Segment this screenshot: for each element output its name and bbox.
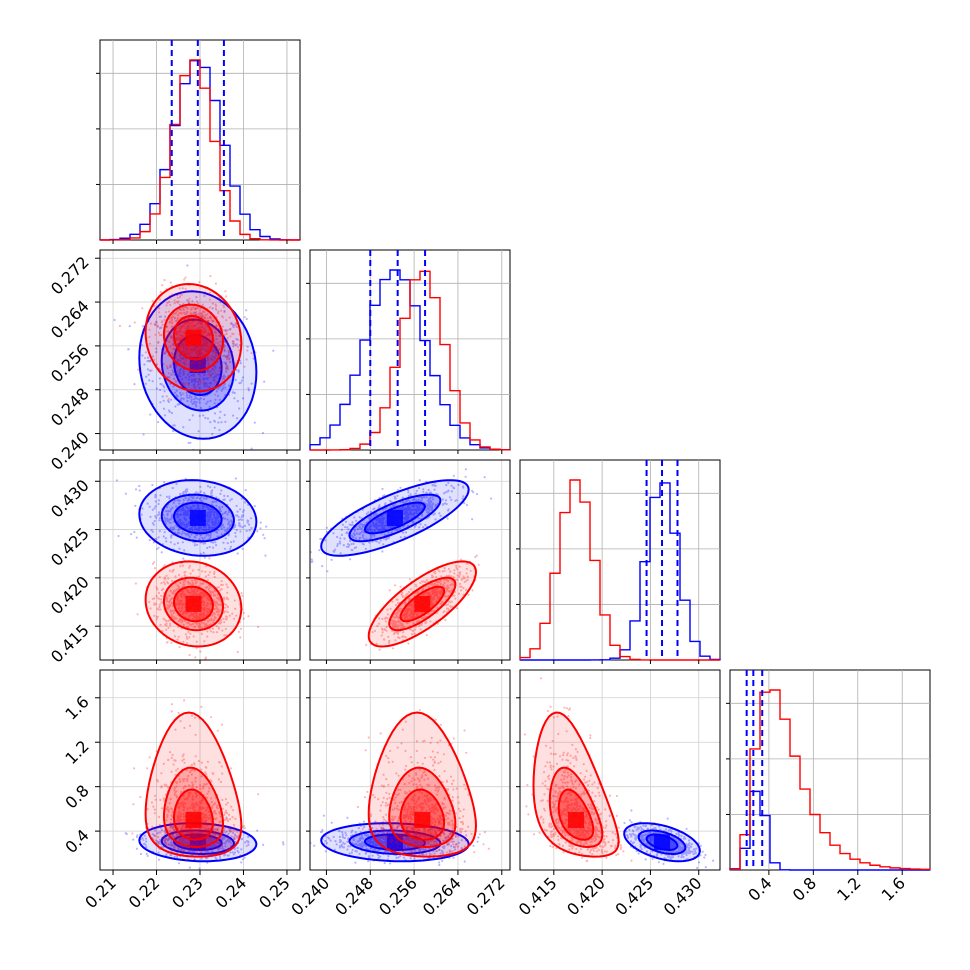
histogram-series-0 <box>520 482 721 661</box>
histogram-series-1 <box>729 689 931 871</box>
density-peak-series-1 <box>185 812 202 828</box>
contour-series-1 <box>388 766 457 849</box>
y-tick-label: 0.4 <box>61 826 92 857</box>
diag-panel-1 <box>306 249 511 451</box>
x-tick-label: 0.264 <box>419 873 465 919</box>
density-peak-series-1 <box>414 812 431 828</box>
density-peak-series-0 <box>654 834 671 851</box>
panel-frame <box>309 669 511 871</box>
x-tick-label: 1.6 <box>878 873 909 904</box>
x-tick-label: 0.425 <box>611 873 657 919</box>
diag-panel-0 <box>96 39 301 241</box>
panel-3-2 <box>519 669 721 871</box>
x-tick-label: 0.420 <box>563 873 609 919</box>
y-tick-label: 1.2 <box>61 737 92 768</box>
histogram-series-1 <box>99 59 300 241</box>
density-peak-series-1 <box>414 595 431 612</box>
panel-frame <box>519 669 721 871</box>
density-peak-series-1 <box>185 595 202 612</box>
diag-panel-3 <box>726 669 931 871</box>
y-tick-label: 0.272 <box>47 253 93 299</box>
panel-2-1 <box>309 459 511 661</box>
y-tick-label: 0.256 <box>47 340 93 386</box>
x-tick-label: 0.22 <box>125 873 164 912</box>
panel-3-0 <box>99 669 301 871</box>
density-peak-series-0 <box>189 357 206 374</box>
y-tick-label: 1.6 <box>61 692 92 723</box>
x-tick-label: 0.23 <box>168 873 207 912</box>
panel-3-1 <box>309 669 511 871</box>
panel-bg <box>520 670 720 870</box>
y-tick-label: 0.248 <box>47 384 93 430</box>
x-tick-label: 0.415 <box>515 873 561 919</box>
x-tick-label: 0.248 <box>331 873 377 919</box>
x-tick-label: 0.272 <box>463 873 509 919</box>
x-tick-label: 0.240 <box>287 873 333 919</box>
y-tick-label: 0.415 <box>47 621 93 667</box>
y-tick-label: 0.425 <box>47 524 93 570</box>
x-tick-label: 1.2 <box>833 873 864 904</box>
x-tick-label: 0.4 <box>744 873 775 904</box>
density-peak-series-1 <box>568 812 585 828</box>
y-tick-label: 0.8 <box>61 781 92 812</box>
density-peak-series-1 <box>185 329 202 346</box>
x-tick-label: 0.8 <box>789 873 820 904</box>
contour-series-1 <box>367 711 478 858</box>
y-tick-label: 0.420 <box>47 572 93 618</box>
y-tick-label: 0.430 <box>47 476 93 522</box>
panel-frame <box>309 459 511 661</box>
x-tick-label: 0.430 <box>660 873 706 919</box>
x-tick-label: 0.256 <box>375 873 421 919</box>
x-tick-label: 0.24 <box>212 873 251 912</box>
panel-2-0 <box>99 459 301 661</box>
diag-panel-2 <box>516 459 721 661</box>
histogram-series-1 <box>519 479 720 661</box>
contour-series-1 <box>532 711 620 858</box>
contour-series-1 <box>162 766 225 849</box>
density-peak-series-0 <box>386 509 403 526</box>
density-peak-series-0 <box>189 509 206 526</box>
histogram-series-1 <box>309 270 511 451</box>
scatter-series-0 <box>115 477 268 564</box>
contour-series-1 <box>144 711 243 858</box>
y-tick-label: 0.264 <box>47 296 93 342</box>
y-tick-label: 0.240 <box>47 428 93 474</box>
x-tick-label: 0.21 <box>81 873 120 912</box>
panel-1-0 <box>99 249 301 451</box>
